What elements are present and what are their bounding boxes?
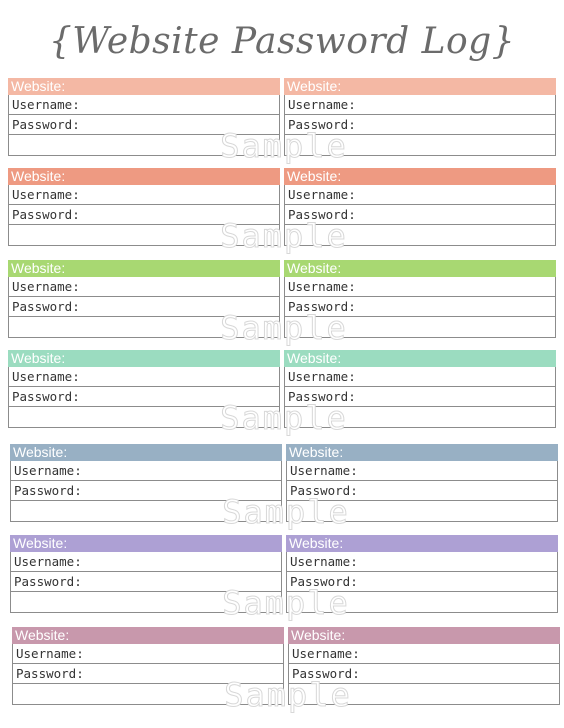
password-entry-card: Website: Username: Password: [8, 78, 280, 156]
entry-rows: Username: Password: [12, 644, 284, 705]
password-field[interactable]: Password: [9, 387, 279, 407]
website-field[interactable]: Website: [8, 78, 280, 95]
password-entry-card: Website: Username: Password: [288, 627, 560, 705]
password-field[interactable]: Password: [287, 481, 557, 501]
password-field[interactable]: Password: [287, 572, 557, 592]
website-field[interactable]: Website: [284, 78, 556, 95]
password-entry-card: Website: Username: Password: [284, 350, 556, 428]
password-entry-card: Website: Username: Password: [8, 168, 280, 246]
website-field[interactable]: Website: [10, 535, 282, 552]
password-field[interactable]: Password: [11, 572, 281, 592]
password-entry-card: Website: Username: Password: [284, 78, 556, 156]
password-field[interactable]: Password: [13, 664, 283, 684]
password-field[interactable]: Password: [285, 115, 555, 135]
entry-rows: Username: Password: [286, 461, 558, 522]
entry-rows: Username: Password: [10, 461, 282, 522]
password-entry-card: Website: Username: Password: [286, 444, 558, 522]
website-field[interactable]: Website: [8, 260, 280, 277]
notes-field[interactable] [9, 225, 279, 245]
password-entry-card: Website: Username: Password: [284, 168, 556, 246]
password-entry-card: Website: Username: Password: [10, 535, 282, 613]
entry-rows: Username: Password: [284, 185, 556, 246]
entry-section: Website: Username: Password: Website: Userna… [12, 627, 560, 705]
entry-rows: Username: Password: [288, 644, 560, 705]
password-field[interactable]: Password: [285, 387, 555, 407]
notes-field[interactable] [9, 407, 279, 427]
notes-field[interactable] [285, 407, 555, 427]
username-field[interactable]: Username: [285, 95, 555, 115]
username-field[interactable]: Username: [285, 367, 555, 387]
username-field[interactable]: Username: [285, 277, 555, 297]
notes-field[interactable] [285, 317, 555, 337]
notes-field[interactable] [13, 684, 283, 704]
website-field[interactable]: Website: [12, 627, 284, 644]
website-field[interactable]: Website: [10, 444, 282, 461]
notes-field[interactable] [285, 225, 555, 245]
username-field[interactable]: Username: [11, 461, 281, 481]
website-field[interactable]: Website: [284, 350, 556, 367]
username-field[interactable]: Username: [9, 185, 279, 205]
notes-field[interactable] [9, 317, 279, 337]
notes-field[interactable] [287, 592, 557, 612]
website-field[interactable]: Website: [286, 535, 558, 552]
website-field[interactable]: Website: [286, 444, 558, 461]
entry-section: Website: Username: Password: Website: Userna… [8, 168, 556, 246]
notes-field[interactable] [9, 135, 279, 155]
entry-rows: Username: Password: [284, 95, 556, 156]
password-field[interactable]: Password: [9, 297, 279, 317]
username-field[interactable]: Username: [289, 644, 559, 664]
password-field[interactable]: Password: [289, 664, 559, 684]
entry-section: Website: Username: Password: Website: Userna… [8, 78, 556, 156]
entry-rows: Username: Password: [8, 277, 280, 338]
website-field[interactable]: Website: [284, 168, 556, 185]
entry-section: Website: Username: Password: Website: Userna… [10, 535, 558, 613]
notes-field[interactable] [287, 501, 557, 521]
password-field[interactable]: Password: [11, 481, 281, 501]
entry-section: Website: Username: Password: Website: Userna… [8, 350, 556, 428]
username-field[interactable]: Username: [9, 367, 279, 387]
website-field[interactable]: Website: [284, 260, 556, 277]
entry-rows: Username: Password: [8, 185, 280, 246]
username-field[interactable]: Username: [13, 644, 283, 664]
password-entry-card: Website: Username: Password: [8, 260, 280, 338]
password-field[interactable]: Password: [9, 115, 279, 135]
password-field[interactable]: Password: [285, 205, 555, 225]
username-field[interactable]: Username: [285, 185, 555, 205]
password-field[interactable]: Password: [285, 297, 555, 317]
notes-field[interactable] [11, 592, 281, 612]
password-field[interactable]: Password: [9, 205, 279, 225]
notes-field[interactable] [285, 135, 555, 155]
entry-rows: Username: Password: [8, 95, 280, 156]
notes-field[interactable] [11, 501, 281, 521]
username-field[interactable]: Username: [11, 552, 281, 572]
notes-field[interactable] [289, 684, 559, 704]
page-title: {Website Password Log} [48, 21, 516, 62]
username-field[interactable]: Username: [287, 461, 557, 481]
password-entry-card: Website: Username: Password: [12, 627, 284, 705]
entry-rows: Username: Password: [10, 552, 282, 613]
password-entry-card: Website: Username: Password: [10, 444, 282, 522]
username-field[interactable]: Username: [9, 277, 279, 297]
username-field[interactable]: Username: [9, 95, 279, 115]
entry-rows: Username: Password: [284, 277, 556, 338]
entry-rows: Username: Password: [286, 552, 558, 613]
entry-rows: Username: Password: [284, 367, 556, 428]
website-field[interactable]: Website: [8, 350, 280, 367]
entry-rows: Username: Password: [8, 367, 280, 428]
password-entry-card: Website: Username: Password: [286, 535, 558, 613]
entry-section: Website: Username: Password: Website: Userna… [10, 444, 558, 522]
password-entry-card: Website: Username: Password: [8, 350, 280, 428]
website-field[interactable]: Website: [288, 627, 560, 644]
password-entry-card: Website: Username: Password: [284, 260, 556, 338]
username-field[interactable]: Username: [287, 552, 557, 572]
entry-section: Website: Username: Password: Website: Userna… [8, 260, 556, 338]
website-field[interactable]: Website: [8, 168, 280, 185]
